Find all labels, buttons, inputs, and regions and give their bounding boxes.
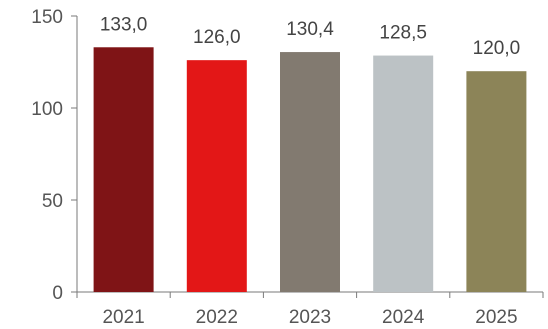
data-label-2025: 120,0 [473, 38, 521, 59]
bar-2022 [186, 60, 247, 292]
x-tick-label-2022: 2022 [196, 307, 238, 328]
y-tick-label: 100 [31, 99, 63, 120]
y-tick-label: 0 [52, 283, 63, 304]
data-label-2021: 133,0 [100, 14, 148, 35]
y-axis: 0 50 100 150 [31, 7, 78, 304]
x-tick-label-2021: 2021 [102, 307, 144, 328]
data-label-2023: 130,4 [286, 19, 334, 40]
data-label-2024: 128,5 [379, 23, 427, 44]
bar-2025 [466, 71, 527, 292]
bar-2023 [280, 52, 340, 293]
x-tick-label-2023: 2023 [289, 307, 331, 328]
y-tick-label: 50 [42, 191, 63, 212]
data-label-2022: 126,0 [193, 27, 241, 48]
x-tick-label-2024: 2024 [382, 307, 425, 328]
x-axis: 2021 2022 2023 2024 2025 [76, 291, 544, 328]
bar-2024 [373, 55, 434, 293]
y-tick-label: 150 [31, 7, 63, 28]
bars [93, 47, 527, 293]
x-tick-label-2025: 2025 [475, 307, 517, 328]
bar-2021 [93, 47, 154, 292]
data-labels: 133,0 126,0 130,4 128,5 120,0 [100, 14, 520, 59]
